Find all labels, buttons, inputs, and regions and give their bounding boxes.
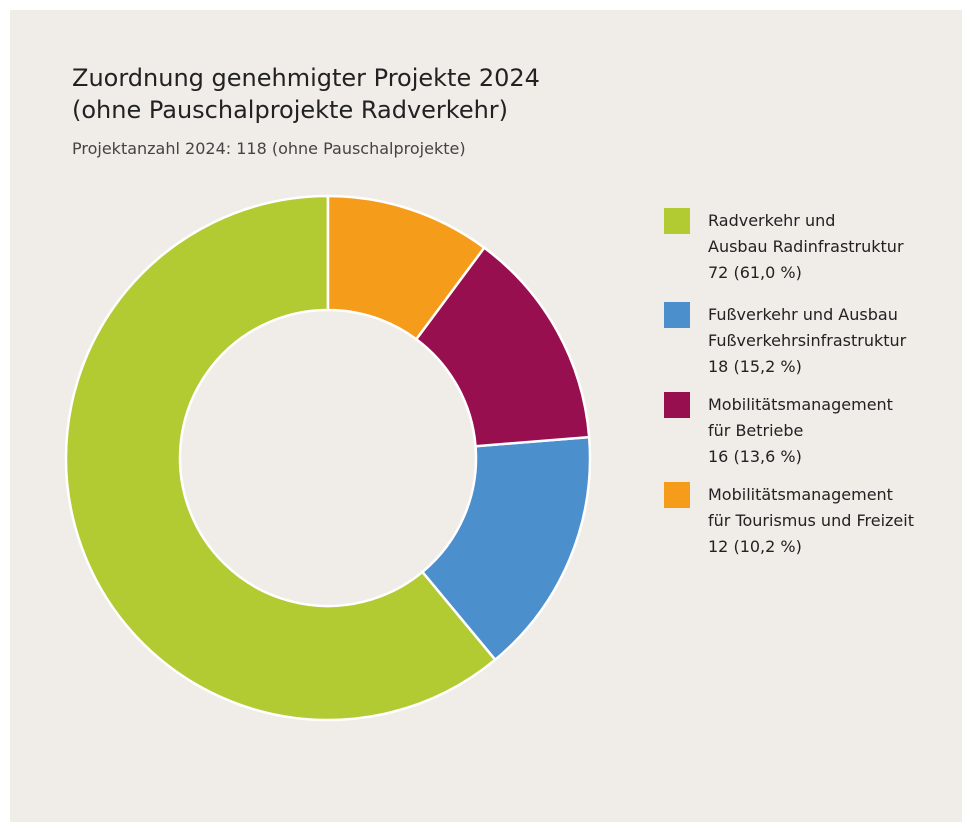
- legend-label: Fußverkehrsinfrastruktur: [708, 331, 907, 350]
- legend-value: 18 (15,2 %): [708, 357, 802, 376]
- legend-label: für Tourismus und Freizeit: [708, 511, 914, 530]
- legend-label: für Betriebe: [708, 421, 803, 440]
- legend-swatch: [664, 482, 690, 508]
- legend-label: Ausbau Radinfrastruktur: [708, 237, 904, 256]
- legend-label: Radverkehr und: [708, 211, 835, 230]
- donut-slice: [420, 435, 592, 662]
- legend-label: Fußverkehr und Ausbau: [708, 305, 898, 324]
- legend-value: 72 (61,0 %): [708, 263, 802, 282]
- donut-slice: [64, 194, 497, 722]
- legend-swatch: [664, 392, 690, 418]
- legend-value: 12 (10,2 %): [708, 537, 802, 556]
- chart-title: Zuordnung genehmigter Projekte 2024: [72, 64, 540, 92]
- legend-swatch: [664, 302, 690, 328]
- donut-slice: [326, 194, 486, 341]
- chart-subtitle: Projektanzahl 2024: 118 (ohne Pauschalpr…: [72, 139, 466, 158]
- legend-swatch: [664, 208, 690, 234]
- legend-label: Mobilitätsmanagement: [708, 485, 893, 504]
- legend-label: Mobilitätsmanagement: [708, 395, 893, 414]
- chart-title: (ohne Pauschalprojekte Radverkehr): [72, 96, 508, 124]
- legend-value: 16 (13,6 %): [708, 447, 802, 466]
